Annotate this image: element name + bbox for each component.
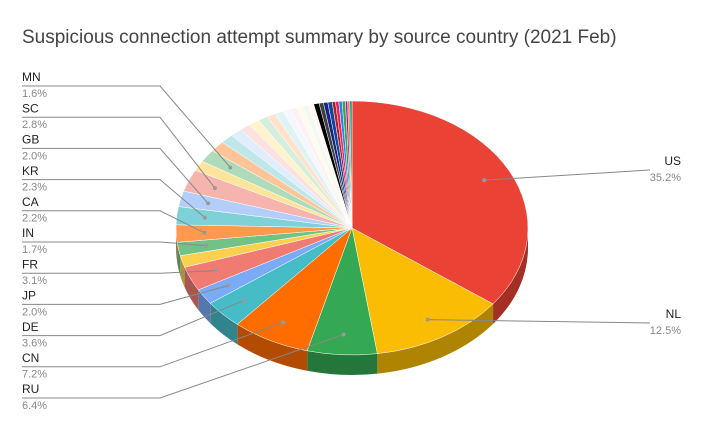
- slice-value-label: 3.6%: [22, 338, 47, 350]
- slice-side: [210, 303, 238, 345]
- leader-line: [22, 116, 216, 189]
- leader-dot: [202, 215, 207, 220]
- slice-value-label: 2.8%: [22, 119, 47, 131]
- leader-dot: [425, 317, 430, 322]
- leader-dot: [241, 298, 246, 303]
- slice-value-label: 35.2%: [650, 172, 681, 184]
- leader-line: [22, 300, 244, 337]
- leader-line: [427, 319, 651, 324]
- leader-dot: [202, 230, 207, 235]
- slice: [351, 227, 494, 354]
- leader-dot: [228, 165, 233, 170]
- slice-side: [307, 350, 378, 375]
- slice-value-label: 2.0%: [22, 306, 47, 318]
- leader-dot: [212, 186, 217, 191]
- slice-value-label: 12.5%: [650, 325, 681, 337]
- slice-label: RU: [22, 382, 39, 396]
- slice-value-label: 7.2%: [22, 369, 47, 381]
- slice-value-label: 1.7%: [22, 244, 47, 256]
- leader-line: [22, 241, 207, 247]
- leader-dot: [214, 268, 219, 273]
- leader-line: [22, 179, 206, 219]
- leader-dot: [206, 201, 211, 206]
- slice-value-label: 6.4%: [22, 400, 47, 412]
- slice-side: [198, 289, 211, 324]
- slice-side: [180, 255, 185, 288]
- slice-value-label: 2.3%: [22, 182, 47, 194]
- slice-label: FR: [22, 257, 38, 271]
- slice-value-label: 3.1%: [22, 275, 47, 287]
- leader-line: [22, 210, 205, 234]
- slice-label: MN: [22, 70, 41, 84]
- leader-line: [22, 147, 209, 204]
- slice-label: SC: [22, 101, 39, 115]
- slice-side: [493, 228, 528, 324]
- slice-side: [177, 242, 181, 276]
- leader-line: [22, 270, 217, 274]
- slice-label: IN: [22, 226, 34, 240]
- leader-dot: [204, 243, 209, 248]
- slice-label: GB: [22, 133, 39, 147]
- slice-label: JP: [22, 289, 36, 303]
- leader-line: [484, 169, 651, 181]
- slice-label: CA: [22, 195, 39, 209]
- leader-dot: [281, 320, 286, 325]
- leader-line: [22, 321, 284, 368]
- slice-label: NL: [666, 307, 682, 321]
- slice-label: KR: [22, 164, 39, 178]
- slice-label: CN: [22, 351, 39, 365]
- slice: [349, 100, 353, 229]
- slice-value-label: 2.2%: [22, 213, 47, 225]
- leader-dot: [482, 178, 487, 183]
- leader-line: [22, 85, 231, 168]
- leader-line: [22, 285, 228, 305]
- slice-value-label: 2.0%: [22, 150, 47, 162]
- slice-side: [184, 267, 199, 310]
- slice: [351, 100, 529, 305]
- leader-dot: [341, 332, 346, 337]
- slice-label: US: [664, 154, 681, 168]
- chart-title: Suspicious connection attempt summary by…: [22, 27, 617, 48]
- slice-side: [377, 303, 494, 374]
- slice-side: [237, 324, 308, 371]
- leader-line: [22, 334, 344, 399]
- leader-dot: [225, 283, 230, 288]
- slice-label: DE: [22, 320, 39, 334]
- slice-value-label: 1.6%: [22, 88, 47, 100]
